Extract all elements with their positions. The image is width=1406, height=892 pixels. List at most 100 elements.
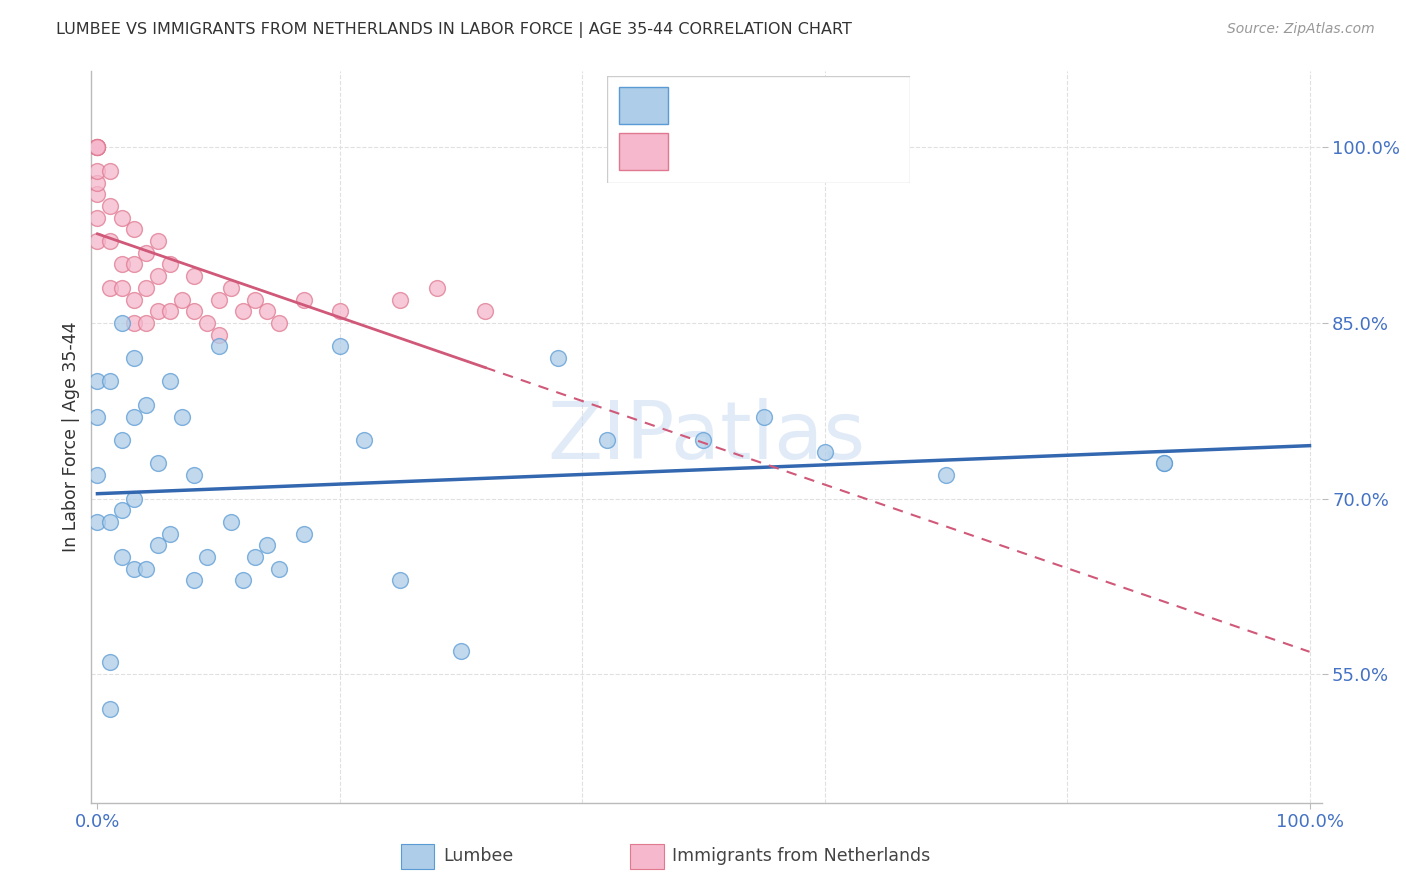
Point xyxy=(86,515,108,529)
Text: Lumbee: Lumbee xyxy=(443,847,513,865)
Point xyxy=(98,164,121,178)
Point xyxy=(111,316,134,330)
Point xyxy=(219,281,242,295)
Point xyxy=(208,339,231,353)
Point xyxy=(159,257,181,271)
Point xyxy=(135,281,157,295)
Point xyxy=(111,503,134,517)
Point xyxy=(232,574,254,588)
Point xyxy=(172,293,194,307)
Point xyxy=(256,304,278,318)
Point xyxy=(98,702,121,716)
Point xyxy=(219,515,242,529)
Point xyxy=(159,526,181,541)
Text: ZIPatlas: ZIPatlas xyxy=(547,398,866,476)
Point xyxy=(98,515,121,529)
Point xyxy=(135,245,157,260)
Point xyxy=(183,468,205,483)
Point xyxy=(122,562,145,576)
Point xyxy=(208,293,231,307)
Text: Source: ZipAtlas.com: Source: ZipAtlas.com xyxy=(1227,22,1375,37)
Point xyxy=(256,538,278,552)
Point xyxy=(86,140,108,154)
Y-axis label: In Labor Force | Age 35-44: In Labor Force | Age 35-44 xyxy=(62,322,80,552)
Point xyxy=(111,257,134,271)
Point xyxy=(86,409,108,424)
Bar xyxy=(620,87,668,124)
Point xyxy=(329,304,352,318)
Point xyxy=(86,176,108,190)
Point xyxy=(122,257,145,271)
Point xyxy=(146,457,169,471)
Point xyxy=(111,211,134,225)
Point xyxy=(111,281,134,295)
Point xyxy=(146,538,169,552)
Point xyxy=(135,398,157,412)
Point xyxy=(172,409,194,424)
Point xyxy=(86,468,108,483)
Text: Immigrants from Netherlands: Immigrants from Netherlands xyxy=(672,847,931,865)
Point xyxy=(752,409,775,424)
Point xyxy=(135,316,157,330)
Point xyxy=(814,444,837,458)
Point xyxy=(86,375,108,389)
Point xyxy=(547,351,569,365)
Point xyxy=(122,491,145,506)
Point xyxy=(98,375,121,389)
Point xyxy=(86,164,108,178)
Point xyxy=(86,140,108,154)
Point xyxy=(269,316,291,330)
Point xyxy=(183,304,205,318)
Point xyxy=(195,316,218,330)
Point xyxy=(146,304,169,318)
Point xyxy=(122,293,145,307)
Point xyxy=(86,140,108,154)
Point xyxy=(122,351,145,365)
Point xyxy=(389,293,412,307)
Text: LUMBEE VS IMMIGRANTS FROM NETHERLANDS IN LABOR FORCE | AGE 35-44 CORRELATION CHA: LUMBEE VS IMMIGRANTS FROM NETHERLANDS IN… xyxy=(56,22,852,38)
Point xyxy=(98,199,121,213)
Point xyxy=(159,304,181,318)
Point xyxy=(122,316,145,330)
Point xyxy=(111,433,134,447)
Point xyxy=(86,140,108,154)
Point xyxy=(183,574,205,588)
Point xyxy=(450,643,472,657)
Point xyxy=(135,562,157,576)
Point xyxy=(1153,457,1175,471)
Point xyxy=(269,562,291,576)
Point xyxy=(389,574,412,588)
Point xyxy=(232,304,254,318)
Point xyxy=(292,526,315,541)
Point xyxy=(86,187,108,202)
Point xyxy=(692,433,714,447)
Point xyxy=(98,281,121,295)
Point xyxy=(111,549,134,564)
Point xyxy=(98,234,121,248)
Point xyxy=(474,304,496,318)
Point xyxy=(146,269,169,284)
Point xyxy=(146,234,169,248)
Point xyxy=(159,375,181,389)
Point xyxy=(195,549,218,564)
Point xyxy=(935,468,957,483)
Point xyxy=(98,656,121,670)
Point xyxy=(183,269,205,284)
Point xyxy=(122,222,145,236)
Point xyxy=(243,549,266,564)
Bar xyxy=(620,133,668,170)
Point xyxy=(1153,457,1175,471)
Point xyxy=(208,327,231,342)
Point xyxy=(86,211,108,225)
Point xyxy=(329,339,352,353)
Point xyxy=(86,234,108,248)
Text: R = 0.388    N = 45: R = 0.388 N = 45 xyxy=(683,96,859,114)
Text: R = 0.076    N = 44: R = 0.076 N = 44 xyxy=(683,143,859,161)
Point xyxy=(243,293,266,307)
Point xyxy=(292,293,315,307)
Point xyxy=(595,433,617,447)
Point xyxy=(353,433,375,447)
FancyBboxPatch shape xyxy=(607,76,910,183)
Point xyxy=(122,409,145,424)
Point xyxy=(426,281,449,295)
